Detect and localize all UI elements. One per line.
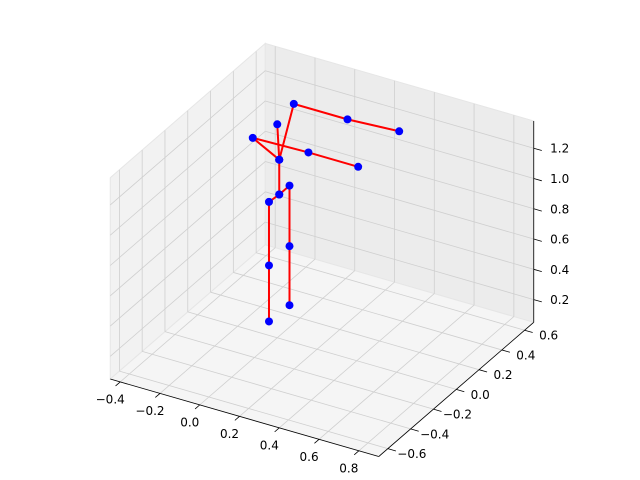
joint-marker <box>275 190 284 199</box>
joint-marker <box>285 242 294 251</box>
joint-marker <box>285 301 294 310</box>
tick-mark <box>433 408 442 412</box>
tick-mark <box>456 389 465 393</box>
grid-line <box>265 161 534 240</box>
tick-mark <box>478 369 488 373</box>
joint-marker <box>354 162 363 171</box>
x-tick-label: 0.2 <box>220 427 239 441</box>
tick-mark <box>234 416 240 421</box>
joint-marker <box>264 317 273 326</box>
tick-mark <box>115 381 121 387</box>
tick-mark <box>533 299 542 303</box>
tick-mark <box>533 208 542 212</box>
grid-line <box>142 351 411 430</box>
x-tick-label: 0.0 <box>180 415 199 429</box>
y-tick-label: −0.6 <box>397 447 426 461</box>
tick-mark <box>533 178 542 182</box>
y-tick-label: 0.2 <box>493 368 512 382</box>
grid-line <box>265 221 534 300</box>
grid-line <box>110 221 266 357</box>
z-tick-label: 0.8 <box>550 202 569 216</box>
grid-line <box>187 311 457 390</box>
grid-line <box>265 70 534 149</box>
tick-mark <box>353 450 360 456</box>
tick-mark <box>410 428 419 432</box>
y-tick-label: −0.4 <box>420 427 449 441</box>
grid-line <box>233 272 502 351</box>
z-tick-label: 1.2 <box>550 142 569 156</box>
grid-line <box>110 161 266 297</box>
joint-marker <box>264 261 273 270</box>
grid-line <box>119 370 388 450</box>
grid-line <box>210 291 480 371</box>
joint-marker <box>248 133 257 142</box>
y-tick-label: 0.4 <box>516 348 535 362</box>
grid-line <box>110 191 266 327</box>
z-tick-label: 0.6 <box>550 233 569 247</box>
joint-marker <box>285 181 294 190</box>
joint-marker <box>289 99 298 108</box>
x-tick-label: 0.4 <box>260 438 279 452</box>
tick-mark <box>155 393 161 398</box>
grid-line <box>110 130 266 266</box>
z-tick-label: 1.0 <box>550 172 569 186</box>
z-tick-label: 0.4 <box>550 263 569 277</box>
tick-mark <box>501 349 510 353</box>
skeleton-line <box>252 136 359 168</box>
tick-mark <box>194 404 201 410</box>
joint-marker <box>273 120 282 129</box>
y-axis-line <box>378 322 534 457</box>
tick-mark <box>274 427 280 433</box>
grid-line <box>256 252 525 331</box>
joint-marker <box>264 197 273 206</box>
joint-marker <box>275 155 284 164</box>
joint-marker <box>343 115 352 124</box>
x-tick-label: −0.4 <box>96 392 125 406</box>
y-tick-label: 0.0 <box>471 388 490 402</box>
joint-marker <box>395 127 404 136</box>
x-tick-label: −0.2 <box>135 404 164 418</box>
tick-mark <box>533 147 542 151</box>
grid-line <box>164 331 434 410</box>
tick-mark <box>314 439 320 444</box>
tick-mark <box>533 238 542 242</box>
z-tick-label: 0.2 <box>550 293 569 307</box>
tick-mark <box>524 329 533 333</box>
x-axis-line <box>110 378 379 457</box>
grid-line <box>265 100 534 179</box>
grid-line <box>265 191 534 270</box>
x-tick-label: 0.6 <box>300 450 319 464</box>
grid-line <box>110 100 266 236</box>
tick-mark <box>387 448 397 452</box>
skeleton-line <box>278 102 400 160</box>
x-tick-label: 0.8 <box>339 461 358 475</box>
tick-mark <box>533 268 542 273</box>
y-tick-label: −0.2 <box>443 408 472 422</box>
y-tick-label: 0.6 <box>539 329 558 343</box>
joint-marker <box>304 148 313 157</box>
grid-line <box>265 130 534 210</box>
grid-line <box>110 70 266 206</box>
